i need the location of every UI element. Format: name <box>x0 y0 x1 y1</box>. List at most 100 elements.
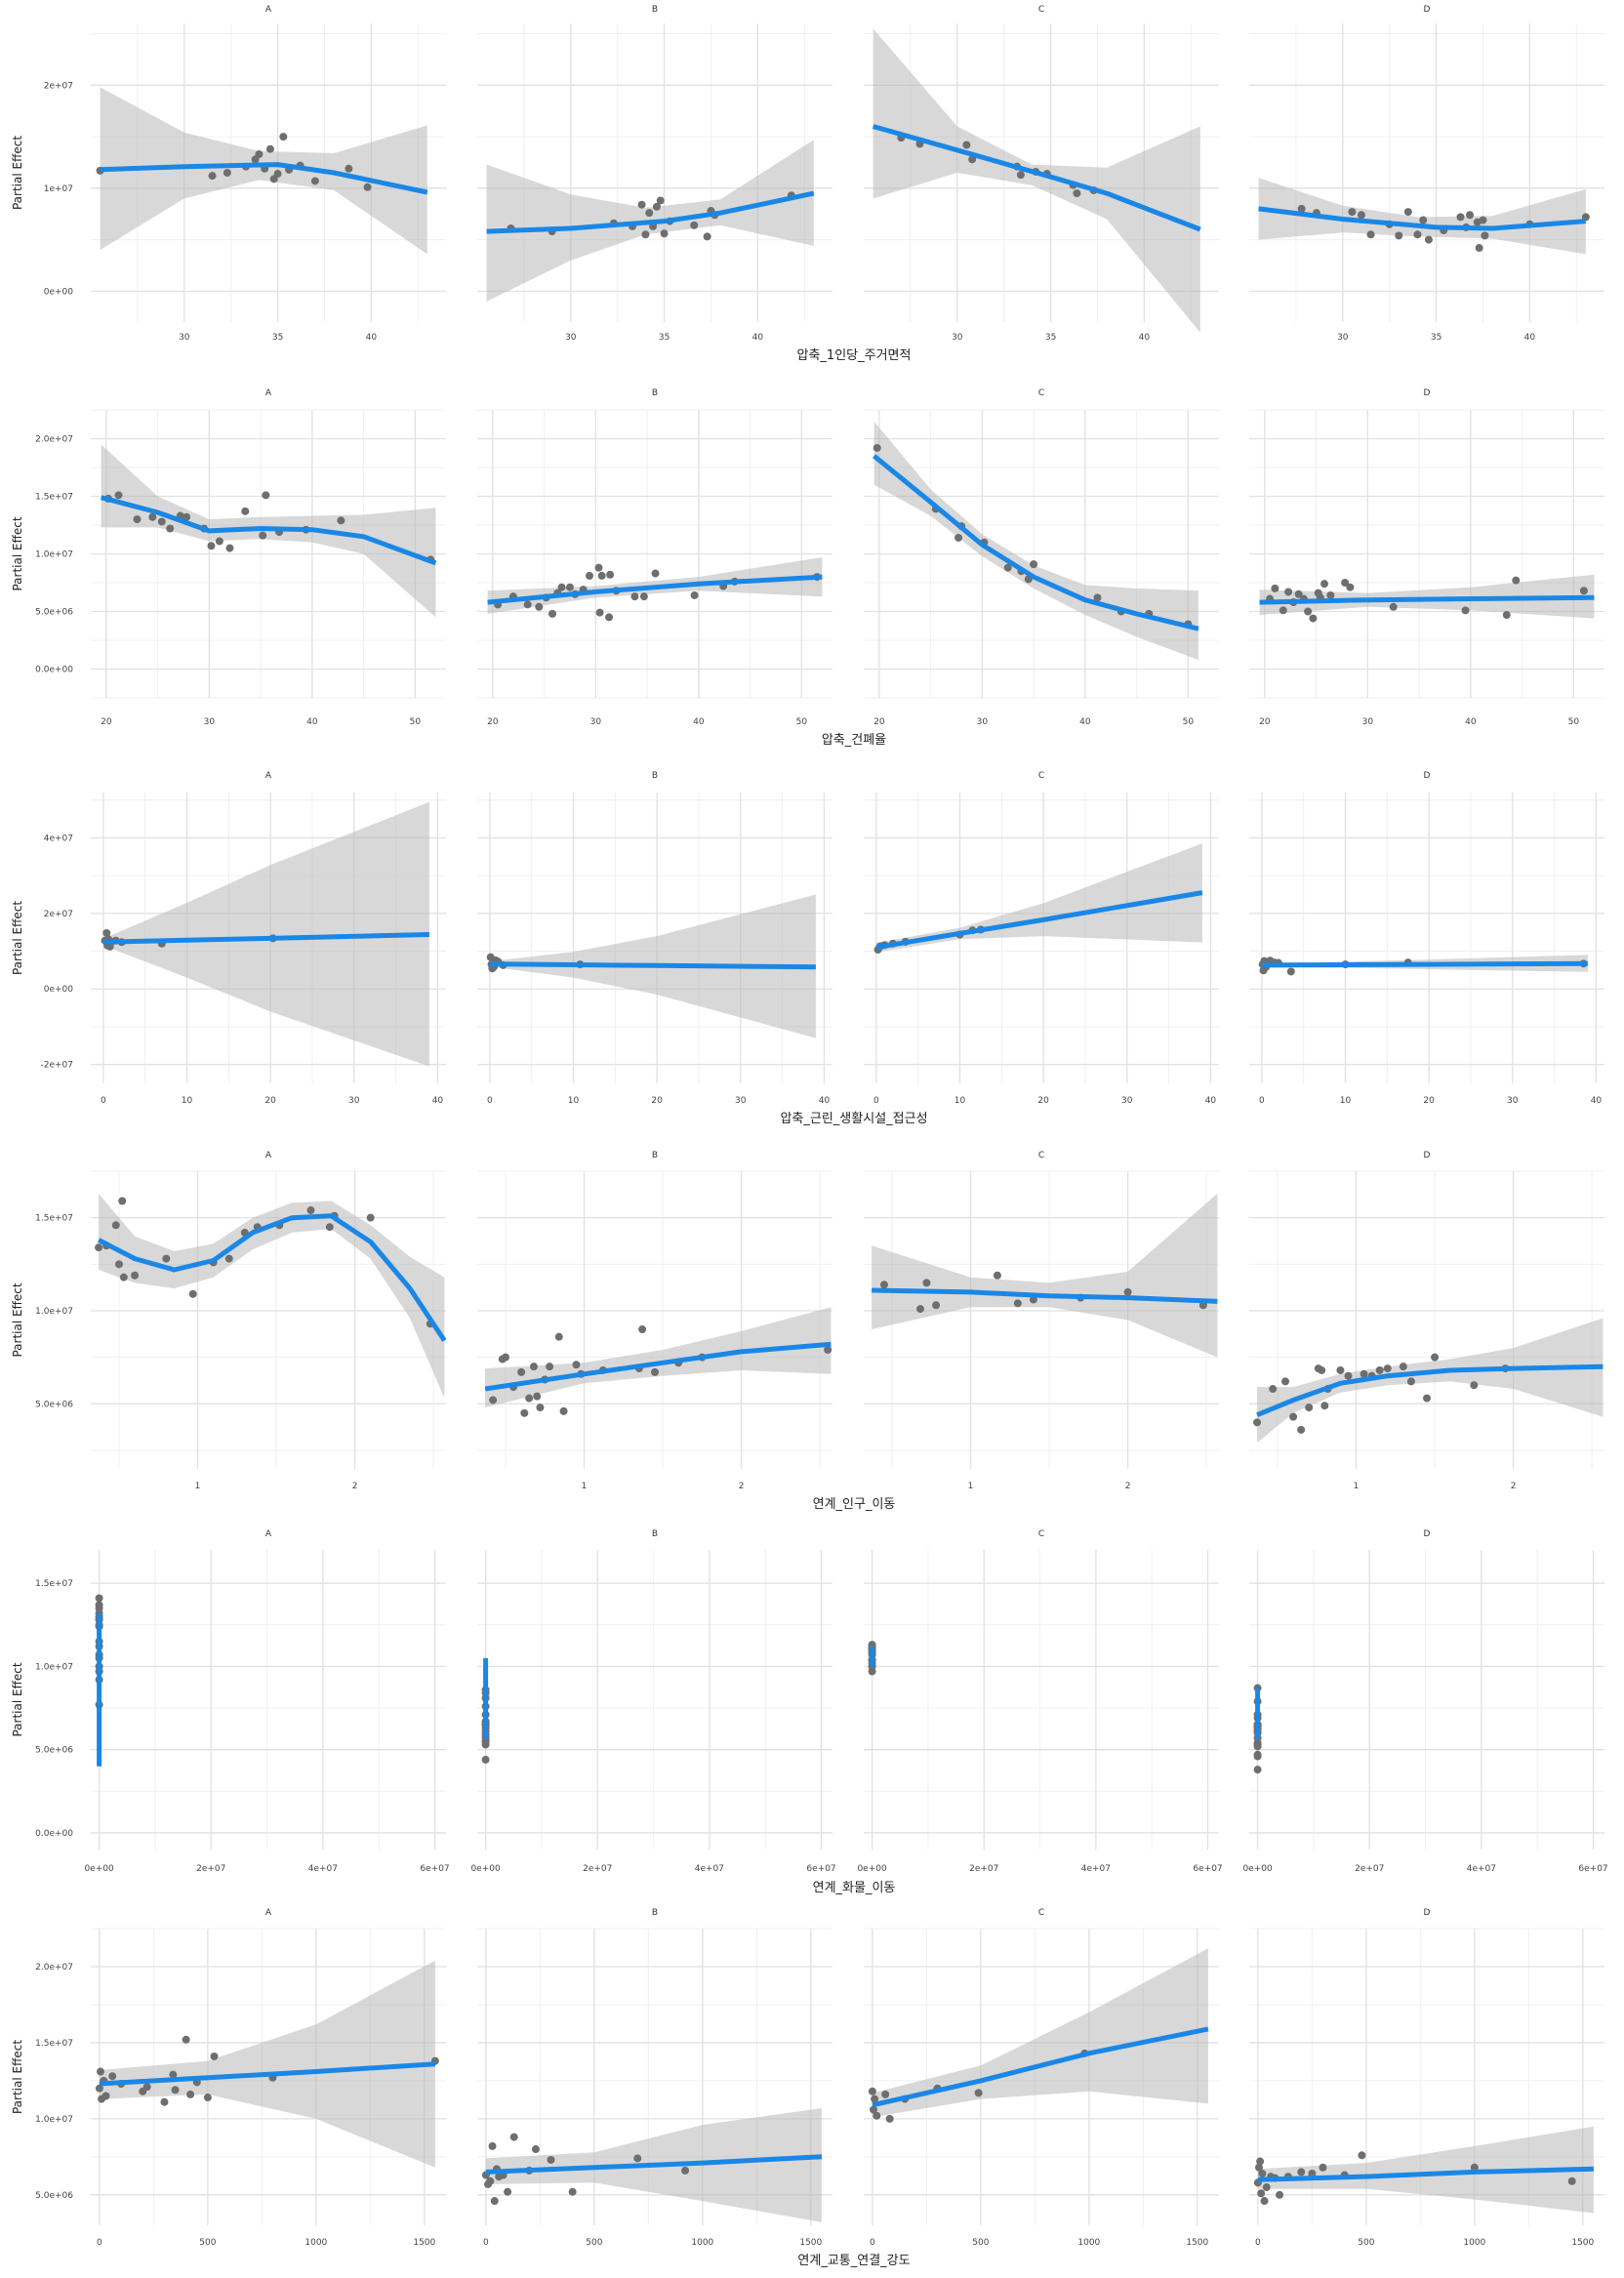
x-tick-label: 40 <box>1591 1096 1603 1106</box>
facet-panel-B: B 0 500 1000 1500 <box>477 1908 832 2248</box>
x-tick-label: 30 <box>1362 717 1374 727</box>
x-tick-label: 2 <box>1511 1482 1517 1491</box>
x-tick-label: 10 <box>1340 1096 1352 1106</box>
data-point <box>481 1755 490 1764</box>
x-tick-label: 20 <box>487 717 499 727</box>
data-point <box>638 1325 647 1334</box>
confidence-band <box>485 1307 832 1408</box>
data-point <box>633 2154 642 2163</box>
x-tick-label: 0e+00 <box>857 1864 887 1874</box>
data-point <box>366 1213 375 1222</box>
data-point <box>652 202 661 211</box>
y-tick-label: 2.0e+07 <box>35 435 73 445</box>
data-point <box>533 1392 542 1401</box>
data-point <box>1579 587 1588 595</box>
y-axis-label: Partial Effect <box>11 1282 24 1357</box>
data-point <box>1366 230 1375 239</box>
facet-label: A <box>265 388 272 398</box>
x-tick-label: 1500 <box>799 2238 822 2248</box>
x-tick-label: 1000 <box>691 2238 713 2248</box>
x-tick-label: 1500 <box>413 2238 435 2248</box>
fit-line <box>100 162 428 195</box>
fit-line <box>1261 960 1588 968</box>
data-point <box>1289 1412 1298 1421</box>
data-point <box>639 592 648 601</box>
data-point <box>259 531 267 540</box>
data-point <box>529 1363 538 1371</box>
y-axis-label: Partial Effect <box>11 901 24 975</box>
x-tick-label: 2 <box>352 1482 358 1491</box>
x-tick-label: 4e+07 <box>1467 1864 1496 1874</box>
facet-label: B <box>652 5 658 15</box>
data-point <box>1567 2176 1576 2185</box>
x-tick-label: 20 <box>101 717 112 727</box>
data-point <box>1258 2169 1267 2177</box>
data-point <box>651 1367 659 1376</box>
x-tick-label: 500 <box>586 2238 602 2248</box>
data-point <box>95 2084 103 2093</box>
facet-label: C <box>1038 1908 1044 1918</box>
data-point <box>586 571 594 580</box>
chart-row-3: Partial Effect -2e+07 0e+00 2e+07 4e+07 압축_근린… <box>11 771 1604 1126</box>
data-point <box>595 608 604 617</box>
y-tick-label: 1.0e+07 <box>35 1662 73 1672</box>
data-point <box>241 507 250 515</box>
y-tick-label: 5.0e+06 <box>35 1746 73 1756</box>
chart-row-5: Partial Effect 0.0e+00 5.0e+06 1.0e+07 1.5e+… <box>11 1529 1608 1895</box>
data-point <box>1502 611 1511 620</box>
facet-label: D <box>1424 5 1431 15</box>
data-point <box>660 229 669 238</box>
data-point <box>1256 2157 1265 2166</box>
data-point <box>1413 230 1422 239</box>
x-tick-label: 6e+07 <box>1193 1864 1222 1874</box>
facet-panel-C: C 0e+00 2e+07 4e+07 6e+07 <box>857 1529 1222 1874</box>
y-tick-label: -2e+07 <box>40 1061 73 1071</box>
data-point <box>273 170 282 179</box>
y-axis-label: Partial Effect <box>11 516 24 590</box>
facet-label: C <box>1038 388 1044 398</box>
data-point <box>1003 563 1012 572</box>
data-point <box>1297 204 1306 213</box>
data-point <box>162 1254 171 1263</box>
y-axis-label: Partial Effect <box>11 2040 24 2114</box>
data-point <box>962 141 971 149</box>
facet-panel-C: C 0 500 1000 1500 <box>864 1908 1219 2248</box>
x-tick-label: 50 <box>1183 717 1195 727</box>
fit-line <box>872 1287 1218 1304</box>
fit-line <box>875 890 1203 951</box>
x-tick-label: 1000 <box>304 2238 327 2248</box>
confidence-band <box>99 1193 445 1399</box>
data-point <box>554 1332 563 1341</box>
data-point <box>1297 2168 1306 2176</box>
data-point <box>1269 1385 1278 1394</box>
y-tick-label: 4e+07 <box>44 834 73 843</box>
data-point <box>1479 216 1487 224</box>
x-tick-label: 40 <box>1205 1096 1217 1106</box>
data-point <box>1358 2151 1366 2160</box>
x-tick-label: 30 <box>1121 1096 1133 1106</box>
data-point <box>210 2052 219 2060</box>
facet-panel-A: A 30 35 40 <box>91 5 446 343</box>
y-tick-label: 1.0e+07 <box>35 1307 73 1317</box>
confidence-band <box>102 801 429 1067</box>
data-point <box>1470 1381 1479 1390</box>
data-point <box>1304 607 1313 616</box>
data-point <box>1399 1363 1407 1371</box>
data-point <box>1297 1425 1306 1434</box>
data-point <box>868 2087 876 2095</box>
data-point <box>915 1305 924 1314</box>
facet-panel-C: C 20 30 40 50 <box>864 388 1219 727</box>
data-point <box>1030 560 1038 569</box>
x-tick-label: 40 <box>693 717 705 727</box>
data-point <box>182 2035 190 2044</box>
y-tick-label: 1.5e+07 <box>35 1579 73 1589</box>
data-point <box>1348 208 1357 217</box>
data-point <box>186 2090 195 2098</box>
x-tick-label: 30 <box>1337 333 1349 343</box>
fit-line <box>484 1341 832 1392</box>
facet-panel-B: B 30 35 40 <box>477 5 832 343</box>
data-point <box>501 1353 509 1362</box>
data-point <box>1336 1365 1345 1374</box>
data-point <box>525 1394 534 1403</box>
